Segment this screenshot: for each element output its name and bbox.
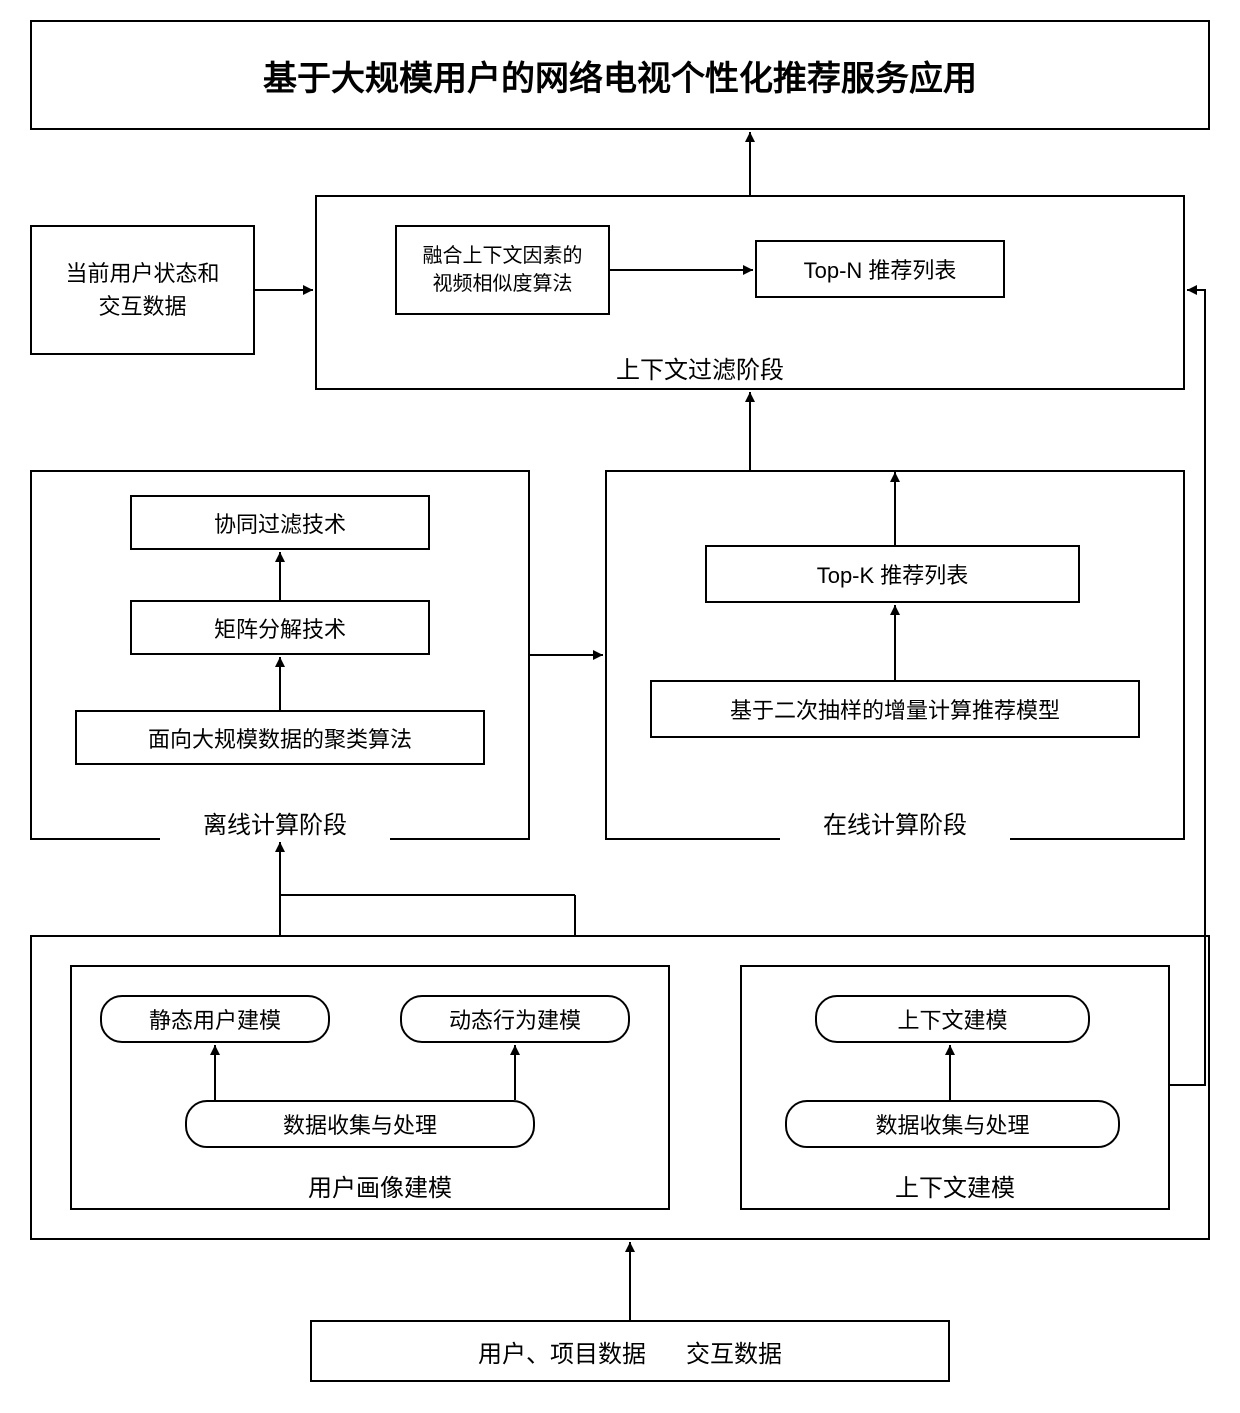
topn-box: Top-N 推荐列表 [755, 240, 1005, 298]
context-collect-box: 数据收集与处理 [785, 1100, 1120, 1148]
cluster-text: 面向大规模数据的聚类算法 [148, 722, 412, 754]
online-label: 在线计算阶段 [780, 805, 1010, 840]
context-filter-label: 上下文过滤阶段 [600, 350, 800, 385]
dynamic-model-box: 动态行为建模 [400, 995, 630, 1043]
title-text: 基于大规模用户的网络电视个性化推荐服务应用 [263, 51, 977, 100]
user-state-box: 当前用户状态和 交互数据 [30, 225, 255, 355]
incremental-text: 基于二次抽样的增量计算推荐模型 [730, 693, 1060, 725]
offline-label: 离线计算阶段 [160, 805, 390, 840]
topk-text: Top-K 推荐列表 [817, 558, 969, 590]
context-model-text: 上下文建模 [897, 1003, 1007, 1035]
matrix-box: 矩阵分解技术 [130, 600, 430, 655]
static-model-text: 静态用户建模 [149, 1003, 281, 1035]
incremental-box: 基于二次抽样的增量计算推荐模型 [650, 680, 1140, 738]
user-collect-box: 数据收集与处理 [185, 1100, 535, 1148]
user-profile-label: 用户画像建模 [280, 1168, 480, 1203]
bottom-data-box: 用户、项目数据 交互数据 [310, 1320, 950, 1382]
context-algo-box: 融合上下文因素的 视频相似度算法 [395, 225, 610, 315]
bottom-left-text: 用户、项目数据 [478, 1334, 646, 1369]
static-model-box: 静态用户建模 [100, 995, 330, 1043]
user-state-text: 当前用户状态和 交互数据 [65, 257, 219, 323]
collab-text: 协同过滤技术 [214, 507, 346, 539]
user-collect-text: 数据收集与处理 [283, 1108, 437, 1140]
collab-box: 协同过滤技术 [130, 495, 430, 550]
context-model-box: 上下文建模 [815, 995, 1090, 1043]
context-algo-text: 融合上下文因素的 视频相似度算法 [423, 242, 583, 298]
cluster-box: 面向大规模数据的聚类算法 [75, 710, 485, 765]
bottom-right-text: 交互数据 [686, 1334, 782, 1369]
dynamic-model-text: 动态行为建模 [449, 1003, 581, 1035]
matrix-text: 矩阵分解技术 [214, 612, 346, 644]
context-model-label: 上下文建模 [855, 1168, 1055, 1203]
topk-box: Top-K 推荐列表 [705, 545, 1080, 603]
online-container [605, 470, 1185, 840]
context-collect-text: 数据收集与处理 [875, 1108, 1029, 1140]
topn-text: Top-N 推荐列表 [804, 253, 957, 285]
title-box: 基于大规模用户的网络电视个性化推荐服务应用 [30, 20, 1210, 130]
